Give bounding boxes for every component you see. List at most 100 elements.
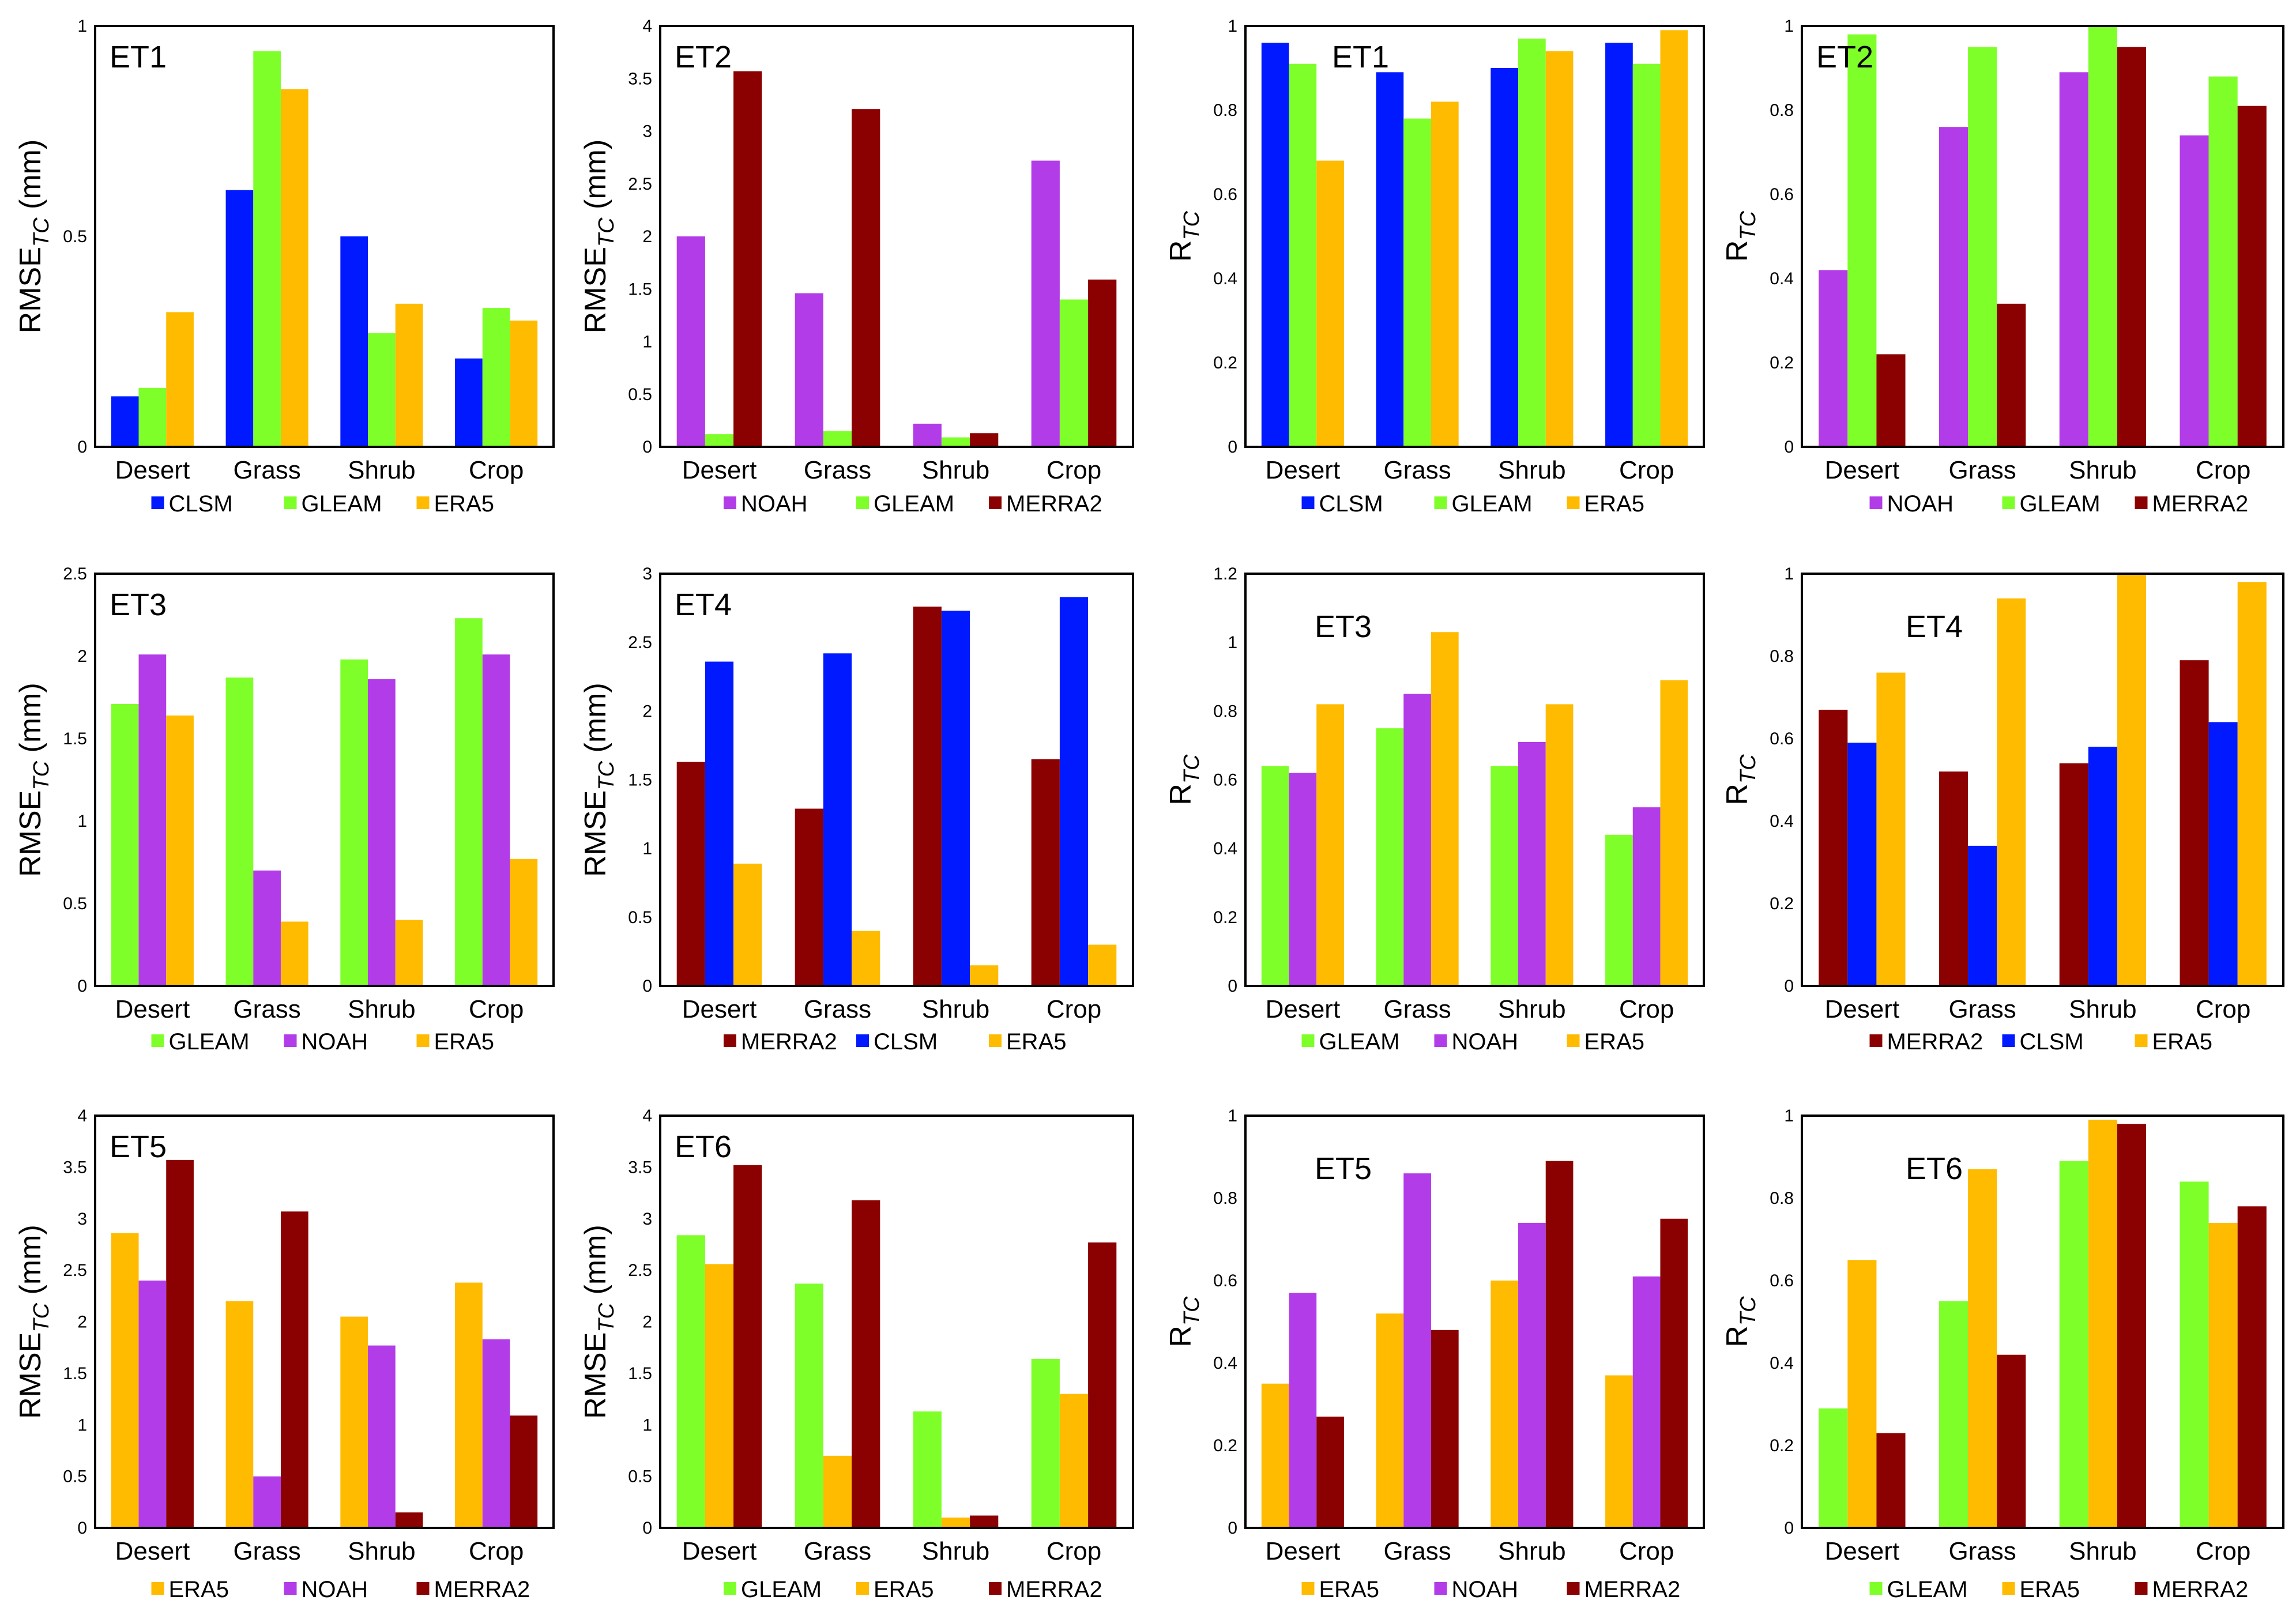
x-category-label: Desert [115, 1537, 190, 1565]
y-tick-label: 0.8 [1770, 647, 1794, 666]
panel-title: ET4 [675, 588, 732, 622]
y-label-main: R [1164, 784, 1198, 805]
y-axis-label: RTC [1164, 210, 1204, 262]
bar-era5-desert [705, 1264, 734, 1528]
bar-noah-crop [1031, 160, 1060, 447]
bar-merra2-crop [1088, 279, 1117, 447]
plot-frame [1801, 573, 2284, 987]
legend-swatch-noah [1434, 1034, 1447, 1047]
bar-era5-crop [455, 1282, 483, 1528]
bar-gleam-grass [1403, 118, 1431, 447]
bar-gleam-desert [705, 434, 734, 447]
y-tick-label: 2.5 [628, 175, 652, 194]
panel-title: ET1 [110, 40, 167, 74]
y-tick-label: 0.2 [1213, 908, 1237, 927]
bar-era5-crop [1660, 680, 1688, 986]
plot-frame [1801, 25, 2284, 448]
x-category-label: Grass [1948, 1537, 2016, 1565]
bar-gleam-crop [2180, 1181, 2209, 1528]
bar-gleam-desert [138, 387, 167, 447]
bar-gleam-grass [795, 1283, 823, 1528]
panel-title: ET2 [1816, 40, 1873, 74]
y-tick-label: 0.5 [628, 1467, 652, 1486]
y-label-unit: (mm) [579, 683, 612, 752]
x-category-label: Shrub [1498, 456, 1565, 484]
bar-noah-desert [138, 654, 167, 986]
bar-era5-grass [1431, 632, 1459, 986]
bar-era5-desert [1316, 704, 1344, 986]
bar-merra2-grass [852, 109, 880, 447]
y-axis-label: RTC [1164, 1296, 1204, 1347]
y-tick-label: 4 [642, 17, 652, 36]
y-axis-label: RMSETC (mm) [579, 140, 619, 334]
bar-merra2-grass [1997, 1354, 2026, 1528]
y-label-subscript: TC [1180, 210, 1204, 240]
bar-merra2-grass [280, 1211, 308, 1528]
y-label-subscript: TC [1180, 754, 1204, 784]
bar-merra2-desert [1316, 1416, 1344, 1528]
bar-merra2-shrub [913, 607, 942, 986]
legend-label-noah: NOAH [1887, 491, 1954, 517]
bar-gleam-crop [1031, 1358, 1060, 1528]
chart-9-et5: 0 0.5 1 1.5 2 2.5 3 3.5 4 RMSETC (mm) Desert Grass S… [14, 1106, 555, 1602]
legend-swatch-noah [284, 1582, 297, 1595]
x-category-label: Crop [2196, 995, 2250, 1023]
y-label-main: RMSE [579, 1332, 612, 1419]
bar-era5-crop [510, 859, 538, 986]
bar-gleam-crop [482, 308, 510, 447]
bar-era5-desert [166, 715, 194, 986]
chart-8-et4: 0 0.2 0.4 0.6 0.8 1 RTC Desert Grass Shrub Crop ET4… [1721, 564, 2284, 1055]
y-tick-label: 2.5 [63, 1261, 87, 1280]
legend-label-era5: ERA5 [434, 491, 495, 517]
panel-title: ET1 [1332, 40, 1389, 74]
bar-merra2-desert [733, 1165, 762, 1528]
bar-merra2-crop [2180, 660, 2209, 986]
y-tick-label: 3 [77, 1210, 87, 1229]
bar-noah-desert [1819, 270, 1848, 447]
y-tick-label: 3.5 [628, 1158, 652, 1177]
y-tick-label: 1 [642, 1415, 652, 1434]
y-label-unit: (mm) [579, 140, 612, 209]
y-tick-label: 0.5 [628, 908, 652, 927]
legend-swatch-noah [1434, 1582, 1447, 1595]
legend-label-merra2: MERRA2 [1584, 1577, 1681, 1602]
bar-clsm-grass [1376, 72, 1404, 447]
bar-noah-grass [1403, 694, 1431, 986]
y-label-subscript: TC [594, 217, 619, 247]
bar-noah-shrub [368, 1345, 396, 1528]
legend-swatch-clsm [151, 496, 164, 509]
bar-era5-desert [166, 312, 194, 447]
bar-era5-shrub [340, 1316, 368, 1528]
y-label-space [579, 1294, 612, 1302]
legend-swatch-era5 [416, 496, 430, 509]
bar-noah-crop [482, 1339, 510, 1528]
legend-label-gleam: GLEAM [874, 491, 954, 517]
bar-era5-grass [1431, 101, 1459, 447]
y-tick-label: 0 [1228, 977, 1237, 996]
bar-gleam-crop [455, 618, 483, 986]
x-category-label: Shrub [922, 1537, 989, 1565]
legend-swatch-gleam [1301, 1034, 1315, 1047]
bar-merra2-crop [1660, 1218, 1688, 1528]
y-tick-label: 2 [77, 647, 87, 666]
y-label-subscript: TC [1736, 754, 1760, 784]
y-tick-label: 2.5 [628, 633, 652, 652]
bar-clsm-crop [1605, 43, 1633, 447]
bar-era5-crop [510, 321, 538, 447]
y-tick-label: 0 [77, 977, 87, 996]
x-category-label: Desert [682, 995, 757, 1023]
legend-label-era5: ERA5 [1319, 1577, 1380, 1602]
plot-frame [1801, 1115, 2284, 1529]
x-category-label: Shrub [1498, 1537, 1565, 1565]
x-category-label: Grass [1948, 456, 2016, 484]
bar-noah-grass [253, 1476, 281, 1528]
legend-label-era5: ERA5 [169, 1577, 229, 1602]
bar-gleam-shrub [913, 1411, 942, 1528]
bar-gleam-desert [676, 1235, 705, 1528]
y-axis-label: RMSETC (mm) [14, 140, 54, 334]
x-category-label: Crop [1619, 995, 1674, 1023]
y-tick-label: 0.6 [1213, 771, 1237, 790]
bar-era5-crop [1660, 30, 1688, 447]
y-tick-label: 0 [1784, 1519, 1794, 1538]
y-tick-label: 2 [642, 702, 652, 721]
